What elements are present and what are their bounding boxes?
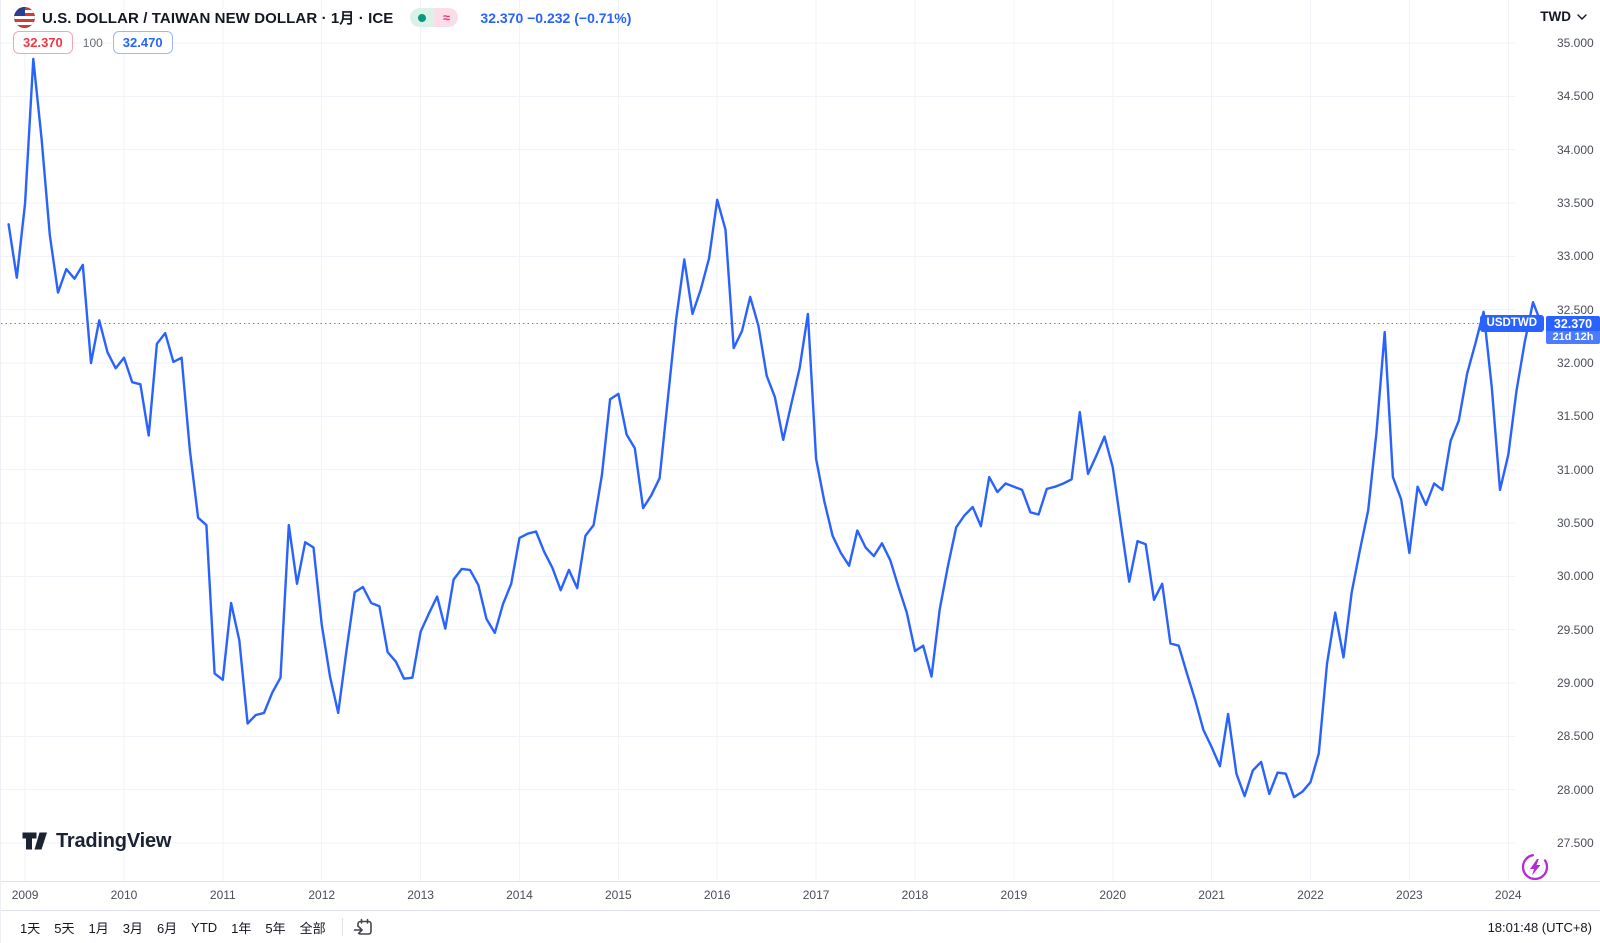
bottom-toolbar: 1天 5天 1月 3月 6月 YTD 1年 5年 全部 18:01:48 (UTC+8) [1,910,1600,943]
price-scale-label: 28.500 [1557,729,1594,744]
price-scale-label: 33.000 [1557,249,1594,264]
time-scale-label: 2013 [407,888,434,902]
market-status-badge[interactable]: ≈ [410,8,459,27]
header-last-price: 32.370 [480,9,524,26]
price-scale-label: 34.000 [1557,142,1594,157]
range-button-3月[interactable]: 3月 [122,920,143,936]
time-scale-label: 2022 [1297,888,1324,902]
ask-price-box[interactable]: 32.470 [112,31,173,54]
time-scale-label: 2020 [1099,888,1127,902]
spread-value: 100 [82,35,103,50]
time-scale-label: 2019 [1000,888,1028,902]
time-scale-label: 2014 [506,888,533,902]
time-scale-label: 2017 [802,888,830,902]
range-button-1月[interactable]: 1月 [88,920,109,936]
toolbar-divider [341,918,343,936]
range-button-1年[interactable]: 1年 [231,920,252,936]
price-scale-label: 29.500 [1557,622,1594,637]
price-scale-label: 31.000 [1557,462,1594,477]
price-scale-label: 35.000 [1557,36,1594,50]
currency-selector[interactable]: TWD [1534,6,1593,27]
price-scale-label: 34.500 [1557,89,1594,104]
currency-label: TWD [1540,9,1571,24]
price-scale-label: 32.500 [1557,302,1594,317]
range-button-5年[interactable]: 5年 [265,920,286,936]
last-price-value: 32.370 [1553,317,1593,332]
tradingview-mark-icon [22,832,47,850]
range-button-全部[interactable]: 全部 [299,920,326,936]
time-scale-label: 2012 [308,888,336,902]
price-scale-label: 28.000 [1557,782,1594,797]
time-scale[interactable]: 2009 2010 2011 2012 2013 2014 2015 2016 2017 2018… [1,881,1600,911]
price-scale-label: 30.000 [1557,569,1594,584]
session-clock[interactable]: 18:01:48 (UTC+8) [1487,919,1592,935]
go-to-date-icon[interactable] [352,915,376,939]
time-scale-label: 2021 [1198,888,1225,902]
time-scale-label: 2016 [703,888,731,902]
tradingview-logo-text: TradingView [56,829,172,852]
symbol-price-tag: USDTWD [1479,315,1544,333]
price-scale-label: 30.500 [1557,516,1594,530]
date-range-buttons: 1天 5天 1月 3月 6月 YTD 1年 5年 全部 [13,914,333,941]
symbol-title[interactable]: U.S. DOLLAR / TAIWAN NEW DOLLAR · 1月 · I… [42,10,394,27]
bid-price-box[interactable]: 32.370 [13,31,73,54]
chart-canvas[interactable] [1,0,1600,881]
chevron-down-icon [1577,13,1587,20]
time-scale-label: 2018 [901,888,929,902]
range-button-1天[interactable]: 1天 [20,920,41,936]
time-scale-label: 2023 [1396,888,1423,902]
market-open-dot-icon [410,8,435,27]
price-scale[interactable]: 35.000 34.500 34.000 33.500 33.000 32.500 32.0… [1515,0,1600,881]
flash-icon[interactable] [1520,852,1550,882]
price-scale-label: 31.500 [1557,409,1594,424]
time-scale-label: 2010 [110,888,138,902]
time-scale-label: 2024 [1494,888,1522,902]
price-scale-label: 29.000 [1557,676,1594,690]
range-button-6月[interactable]: 6月 [156,920,178,936]
tradingview-logo[interactable]: TradingView [21,829,171,853]
time-scale-label: 2011 [209,888,236,902]
bar-countdown: 21d 12h [1546,331,1600,345]
time-scale-label: 2015 [605,888,632,902]
range-button-5天[interactable]: 5天 [54,920,75,936]
price-scale-label: 33.500 [1557,196,1594,210]
header-change: −0.232 (−0.71%) [527,9,632,26]
last-price-axis-label: 32.370 21d 12h [1546,316,1600,345]
time-scale-label: 2009 [11,888,39,902]
price-scale-label: 27.500 [1557,836,1594,850]
us-flag-icon [14,7,35,28]
delayed-data-icon: ≈ [434,8,459,27]
range-button-YTD[interactable]: YTD [191,919,218,935]
price-scale-label: 32.000 [1557,356,1594,370]
